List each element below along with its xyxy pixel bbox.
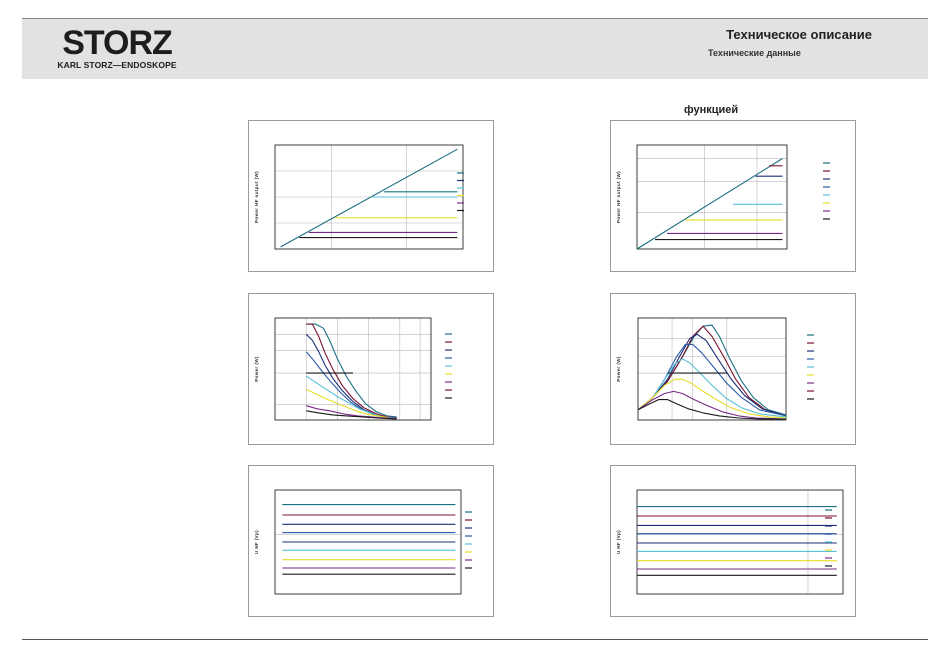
chart-panel-2: Power HF output (W) (610, 120, 856, 272)
y-axis-label: Power HF output (W) (254, 171, 259, 223)
chart-svg: Power HF output (W) (616, 144, 830, 250)
chart-panel-6: U HF (Vp) (610, 465, 856, 617)
chart-svg: Power HF output (W) (254, 144, 464, 250)
chart-panel-4: Power (W) (610, 293, 856, 445)
logo-subtext: KARL STORZ—ENDOSKOPE (57, 60, 177, 70)
series-line-2 (306, 323, 397, 419)
chart-svg: Power (W) (254, 317, 452, 421)
series-line-5 (637, 358, 787, 418)
y-axis-label: U HF (Vp) (616, 530, 621, 554)
series-line-8 (306, 410, 397, 420)
series-line-7 (637, 390, 787, 420)
document-title: Техническое описание (726, 27, 872, 42)
series-line-3 (637, 333, 787, 417)
footer-rule (22, 639, 928, 640)
plot-frame (637, 317, 787, 421)
series-line-4 (637, 343, 787, 417)
series-line-2 (637, 325, 787, 417)
section-label: функцией (684, 104, 739, 116)
chart-panel-5: U HF (Vp) (248, 465, 494, 617)
chart-panel-3: Power (W) (248, 293, 494, 445)
y-axis-label: Power (W) (616, 356, 621, 382)
plot-frame (274, 317, 432, 421)
plot-frame (636, 489, 844, 595)
series-line-6 (637, 378, 787, 419)
series-line-3 (305, 333, 397, 419)
series-line-8 (637, 399, 786, 420)
storz-logo: STORZ KARL STORZ—ENDOSKOPE (57, 25, 177, 73)
plot-frame (274, 144, 464, 250)
chart-svg: Power (W) (616, 317, 814, 421)
plot-frame (636, 144, 788, 250)
plot-frame (274, 489, 462, 595)
y-axis-label: U HF (Vp) (254, 530, 259, 554)
chart-svg: U HF (Vp) (254, 489, 472, 595)
series-line-6 (305, 388, 397, 419)
logo-wordmark: STORZ (62, 24, 173, 62)
document-subtitle: Технические данные (708, 48, 801, 58)
series-line-1 (636, 158, 783, 250)
y-axis-label: Power (W) (254, 356, 259, 382)
page-header: STORZ KARL STORZ—ENDOSKOPE Техническое о… (22, 18, 928, 79)
chart-svg: U HF (Vp) (616, 489, 844, 595)
y-axis-label: Power HF output (W) (616, 171, 621, 223)
series-line-1 (306, 323, 397, 418)
series-line-1 (280, 148, 458, 248)
chart-panel-1: Power HF output (W) (248, 120, 494, 272)
